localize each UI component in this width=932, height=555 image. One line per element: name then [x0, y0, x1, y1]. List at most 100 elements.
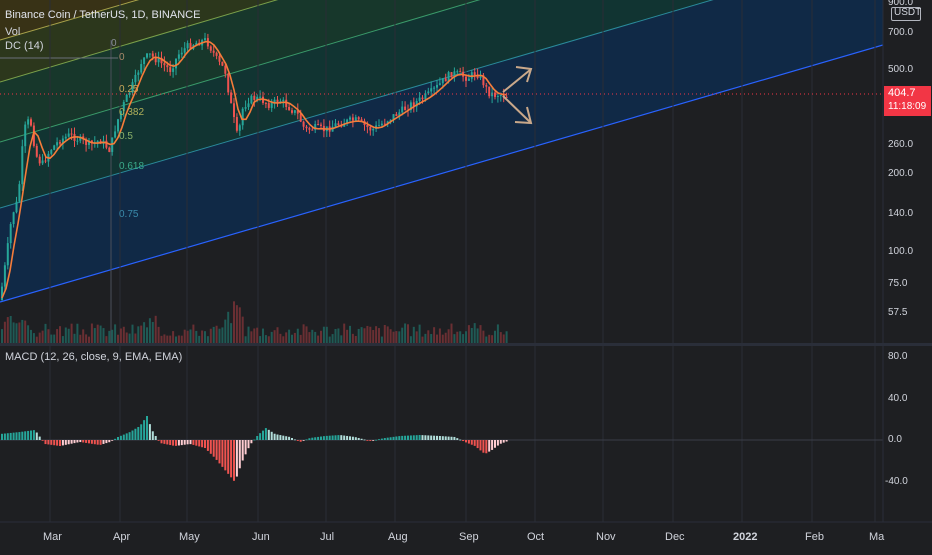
macd-bar: [479, 440, 482, 451]
candle-body: [372, 128, 375, 131]
price-tick: 900.0: [888, 0, 914, 8]
macd-bar: [456, 438, 459, 440]
volume-bar: [369, 326, 372, 343]
macd-histogram[interactable]: [1, 416, 508, 481]
volume-bar: [186, 330, 189, 343]
macd-bar: [244, 440, 247, 455]
symbol-title[interactable]: Binance Coin / TetherUS, 1D, BINANCE: [5, 9, 201, 21]
volume-bar: [114, 324, 117, 343]
candle-body: [499, 94, 502, 96]
candle-body: [378, 125, 380, 127]
time-label: Sep: [459, 531, 479, 543]
volume-bar: [392, 331, 395, 343]
macd-bar: [276, 434, 279, 440]
macd-bar: [282, 435, 285, 440]
donchian-label[interactable]: DC (14): [5, 40, 44, 52]
macd-bar: [1, 433, 3, 440]
volume-bar: [337, 328, 340, 343]
macd-bar: [9, 432, 12, 440]
volume-bar: [212, 326, 215, 343]
candle-body: [79, 136, 82, 141]
candle-body: [119, 111, 122, 120]
volume-bar: [53, 334, 56, 343]
candle-body: [293, 110, 296, 113]
candle-body: [148, 53, 151, 55]
macd-bar: [267, 429, 270, 440]
macd-bar: [407, 435, 409, 440]
volume-bar: [1, 329, 3, 343]
currency-badge[interactable]: USDT: [891, 7, 921, 21]
volume-histogram: [1, 301, 508, 343]
volume-bar: [279, 333, 282, 343]
price-tick: 100.0: [888, 246, 914, 257]
projection-arrows[interactable]: [502, 66, 533, 125]
candle-body: [212, 50, 215, 53]
candle-body: [465, 76, 467, 81]
macd-bar: [241, 440, 244, 461]
candle-body: [305, 126, 308, 129]
volume-bar: [354, 335, 357, 343]
volume-bar: [465, 331, 467, 343]
volume-bar: [407, 324, 409, 343]
candle-body: [360, 119, 363, 121]
macd-bar: [93, 440, 96, 445]
volume-bar: [250, 331, 253, 343]
macd-bar: [85, 440, 88, 443]
price-tick: 75.0: [888, 278, 908, 289]
volume-bar: [183, 329, 186, 343]
volume-bar: [378, 328, 380, 343]
volume-bar: [215, 325, 218, 343]
macd-bar: [496, 440, 499, 446]
volume-bar: [30, 329, 32, 343]
candle-body: [21, 146, 24, 185]
candle-body: [288, 106, 291, 111]
candle-body: [427, 91, 430, 94]
macd-bar: [32, 430, 35, 440]
volume-bar: [134, 333, 137, 343]
volume-label[interactable]: Vol: [5, 26, 21, 38]
macd-bar: [30, 430, 32, 440]
macd-bar: [262, 430, 264, 440]
candle-body: [1, 286, 3, 300]
candle-body: [273, 99, 276, 103]
macd-bar: [50, 440, 53, 445]
macd-bar: [131, 430, 134, 440]
volume-bar: [276, 327, 279, 343]
volume-bar: [418, 324, 421, 343]
volume-bar: [459, 331, 462, 343]
volume-bar: [447, 329, 450, 343]
macd-bar: [427, 435, 430, 440]
volume-bar: [192, 324, 195, 343]
candle-body: [270, 102, 273, 108]
candle-body: [41, 160, 44, 164]
candle-body: [105, 140, 108, 148]
volume-bar: [302, 324, 305, 343]
macd-bar: [502, 440, 505, 443]
macd-bar: [401, 435, 404, 440]
volume-bar: [180, 335, 183, 343]
candle-body: [354, 117, 357, 121]
volume-bar: [79, 334, 82, 343]
volume-bar: [128, 333, 131, 343]
volume-bar: [334, 329, 337, 343]
macd-label[interactable]: MACD (12, 26, close, 9, EMA, EMA): [5, 351, 183, 363]
candle-body: [250, 95, 253, 104]
volume-bar: [488, 334, 491, 343]
volume-bar: [157, 326, 160, 343]
candle-body: [146, 53, 148, 58]
candle-body: [50, 149, 53, 154]
volume-bar: [438, 328, 441, 343]
volume-bar: [285, 332, 288, 343]
macd-bar: [166, 440, 169, 445]
macd-bar: [122, 434, 125, 440]
fib-label-0382: 0.382: [119, 107, 145, 118]
candle-body: [189, 43, 192, 49]
candle-body: [64, 136, 67, 139]
candle-body: [122, 101, 125, 112]
volume-bar: [372, 330, 375, 343]
pane-separator[interactable]: [0, 343, 932, 346]
candle-body: [172, 68, 175, 72]
volume-bar: [343, 323, 346, 343]
